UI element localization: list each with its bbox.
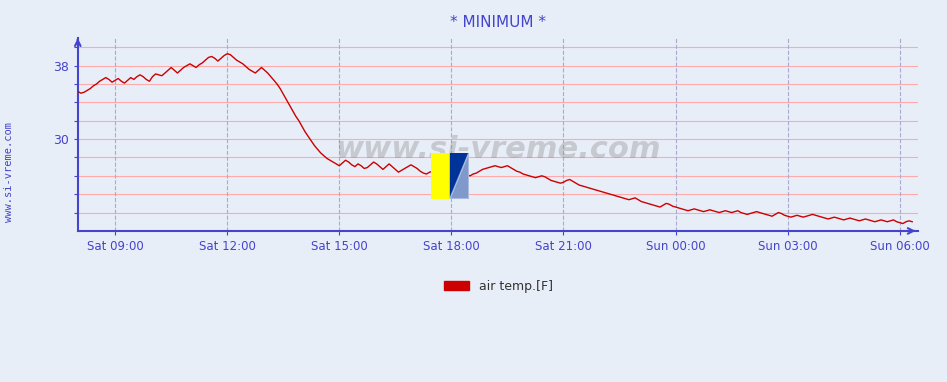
Legend: air temp.[F]: air temp.[F]	[438, 275, 558, 298]
Bar	[450, 153, 469, 199]
Polygon shape	[450, 153, 469, 199]
Text: www.si-vreme.com: www.si-vreme.com	[5, 122, 14, 222]
Bar	[431, 153, 450, 199]
Title: * MINIMUM *: * MINIMUM *	[450, 15, 546, 30]
Text: www.si-vreme.com: www.si-vreme.com	[335, 136, 661, 164]
